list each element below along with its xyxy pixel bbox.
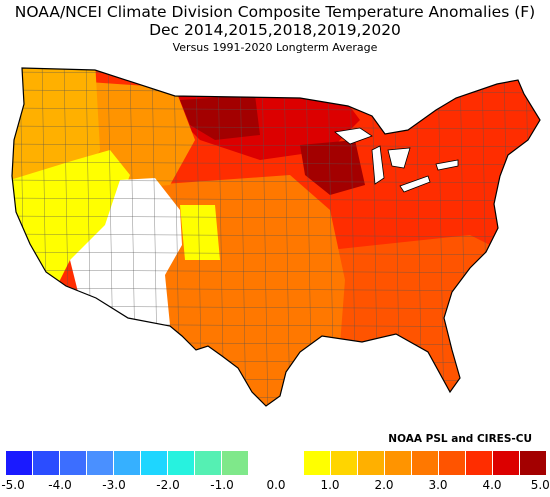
legend-tick-label: -5.0 (1, 478, 25, 492)
region-upper-midwest (180, 95, 365, 195)
division-line (12, 197, 540, 202)
legend-swatch (141, 451, 169, 475)
division-line (12, 107, 540, 112)
lake-erie (399, 175, 431, 193)
lake-superior (334, 127, 373, 145)
legend-swatch (276, 451, 304, 475)
legend-tick-label: -1.0 (210, 478, 234, 492)
division-line (12, 215, 540, 220)
legend-swatch (384, 451, 412, 475)
us-anomaly-map (0, 67, 550, 417)
division-line (12, 269, 540, 274)
legend-swatch (6, 451, 34, 475)
division-line (12, 125, 540, 130)
us-land (0, 68, 550, 417)
legend-swatch (87, 451, 115, 475)
legend-swatch (60, 451, 88, 475)
legend-swatch (195, 451, 223, 475)
legend-swatch (465, 451, 493, 475)
legend-tick-label: 5.0 (530, 478, 550, 492)
division-line (261, 68, 269, 406)
division-line (12, 233, 540, 238)
division-line (239, 68, 247, 406)
division-line (12, 251, 540, 256)
legend-swatch (114, 451, 142, 475)
legend-tick-label: -3.0 (102, 478, 126, 492)
division-line (437, 68, 445, 406)
division-line (12, 179, 540, 184)
us-outline (11, 67, 541, 407)
legend-tick-label: 1.0 (320, 478, 340, 492)
color-legend-bar (6, 451, 546, 475)
map-title: NOAA/NCEI Climate Division Composite Tem… (14, 3, 536, 21)
legend-swatch (33, 451, 61, 475)
legend-swatch (492, 451, 520, 475)
region-california-great-basin (12, 150, 220, 300)
legend-swatch (357, 451, 385, 475)
legend-swatch (168, 451, 196, 475)
legend-swatch (411, 451, 439, 475)
legend-swatch (222, 451, 250, 475)
legend-swatch (303, 451, 331, 475)
lake-ontario (435, 159, 459, 171)
legend-tick-label: -4.0 (48, 478, 72, 492)
legend-swatch (519, 451, 546, 475)
legend-swatch (249, 451, 277, 475)
legend-tick-label: 2.0 (374, 478, 394, 492)
baseline-note: Versus 1991-2020 Longterm Average (172, 41, 378, 54)
legend-tick-label: 0.0 (266, 478, 286, 492)
division-line (283, 68, 291, 406)
map-subtitle: Dec 2014,2015,2018,2019,2020 (149, 21, 401, 39)
lake-michigan (371, 145, 385, 185)
division-line (0, 414, 550, 417)
lake-huron (387, 147, 411, 169)
legend-swatch (438, 451, 466, 475)
legend-swatch (330, 451, 358, 475)
credit-label: NOAA PSL and CIRES-CU (388, 433, 532, 445)
legend-tick-label: 3.0 (428, 478, 448, 492)
legend-tick-label: 4.0 (482, 478, 502, 492)
region-southwest (70, 178, 182, 330)
legend-tick-label: -2.0 (156, 478, 180, 492)
division-line (12, 143, 540, 148)
color-legend-ticks: -5.0 -4.0 -3.0 -2.0 -1.0 0.0 1.0 2.0 3.0 4.0 5.0 (1, 478, 550, 494)
